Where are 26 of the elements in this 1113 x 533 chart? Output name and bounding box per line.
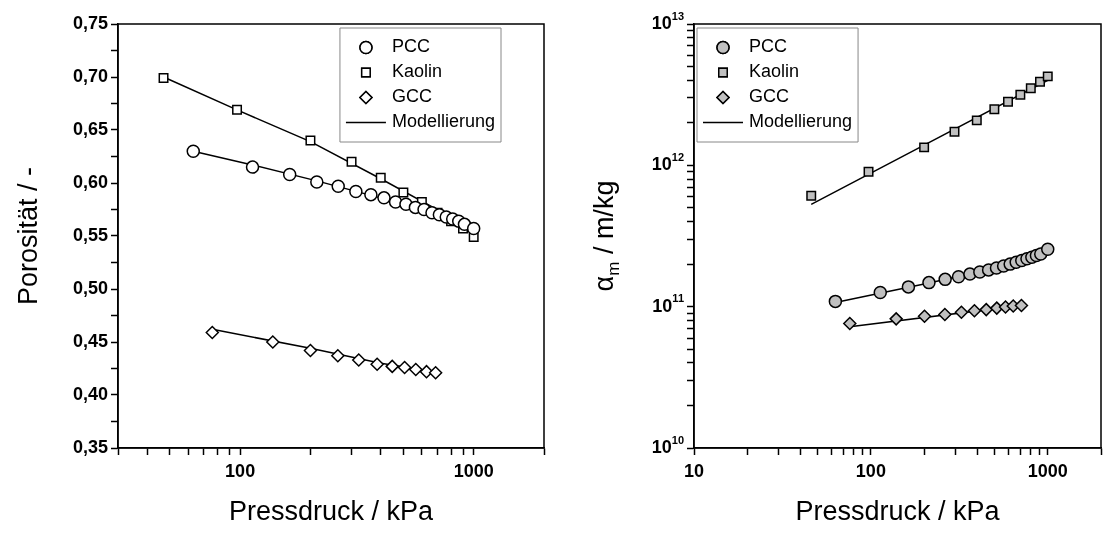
x-tick-label: 10: [683, 460, 705, 481]
x-tick-label: 1000: [1027, 460, 1068, 481]
x-tick-label: 100: [855, 460, 886, 481]
legend-label: Kaolin: [749, 61, 800, 82]
legend-label: Modellierung: [749, 111, 853, 132]
legend-label: Modellierung: [391, 111, 495, 132]
y-tick-label: 0,75: [72, 12, 109, 33]
y-tick-label: 0,55: [72, 224, 109, 245]
y-tick-label: 0,50: [72, 277, 109, 298]
y-axis-title: Porosität / -: [13, 166, 44, 306]
legend-label: PCC: [391, 36, 430, 57]
y-tick-label: 0,60: [72, 171, 109, 192]
y-tick-label: 0,45: [72, 330, 109, 351]
y-tick-label: 0,40: [72, 383, 109, 404]
legend-label: Kaolin: [391, 61, 442, 82]
x-tick-label: 1000: [453, 460, 494, 481]
legend-label: GCC: [391, 86, 432, 107]
y-tick-label: 0,35: [72, 436, 109, 457]
y-tick-label: 0,65: [72, 118, 109, 139]
x-axis-title: Pressdruck / kPa: [228, 496, 435, 527]
x-tick-label: 100: [225, 460, 256, 481]
y-tick-label: 0,70: [72, 65, 109, 86]
x-axis-title: Pressdruck / kPa: [795, 496, 1001, 527]
legend-label: GCC: [749, 86, 789, 107]
legend-label: PCC: [749, 36, 788, 57]
y-axis-title: αm / m/kg: [589, 180, 623, 292]
